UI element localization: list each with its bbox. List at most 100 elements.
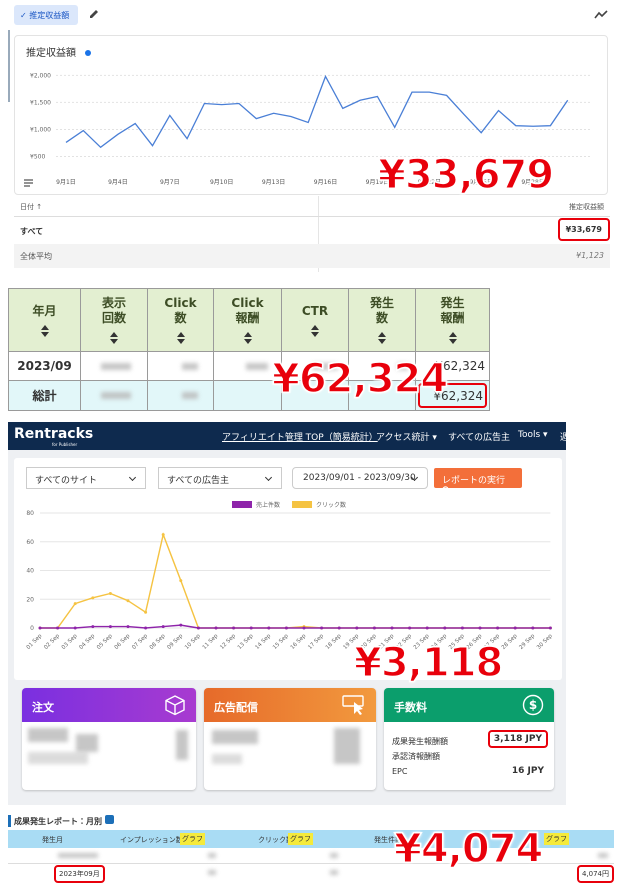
overlay-amount: ¥3,118	[353, 639, 504, 687]
graph-button[interactable]: グラフ	[544, 833, 569, 845]
nav-item[interactable]: アフィリエイト管理 TOP（簡易統計）	[222, 433, 378, 443]
legend-dot	[85, 50, 92, 56]
x-tick-label: 13 Sep	[237, 633, 255, 651]
header-cell[interactable]: CTR	[282, 289, 349, 352]
header-cell[interactable]: Click数	[148, 289, 214, 352]
blurred-cell	[148, 381, 214, 410]
run-button[interactable]: レポートの実行	[434, 468, 522, 495]
date-select[interactable]: 2023/09/01 - 2023/09/30	[292, 467, 428, 489]
side-line	[8, 30, 10, 102]
menu-icon[interactable]	[24, 179, 33, 187]
month-cell: 2023年09月	[54, 865, 105, 883]
blurred-cell	[349, 352, 416, 380]
header-row: 年月 表示回数 Click数 Click報酬 CTR 発生数 発生報酬	[9, 289, 489, 352]
nav-item[interactable]: 週	[560, 433, 570, 443]
header-cell[interactable]: Click報酬	[214, 289, 282, 352]
nav-item[interactable]: Tools ▾	[518, 430, 548, 440]
series-point	[179, 579, 183, 583]
chip-label: 推定収益額	[29, 11, 70, 20]
header-text: 発生報酬	[440, 296, 465, 325]
x-tick-label: 10 Sep	[184, 633, 202, 651]
avg-row	[14, 244, 610, 268]
fee-value: 3,118 JPY	[487, 730, 548, 748]
blurred-cell	[349, 381, 416, 410]
blurred-cell	[148, 352, 214, 380]
earnings-line	[65, 74, 569, 149]
x-tick-label: 05 Sep	[96, 633, 114, 651]
graph-button[interactable]: グラフ	[180, 833, 205, 845]
series-point	[408, 626, 412, 630]
ads-card: 広告配信	[204, 688, 376, 790]
y-tick-label: 60	[26, 539, 34, 546]
series-point	[161, 533, 165, 537]
header-text: 発生月	[42, 836, 63, 844]
header-date[interactable]: 日付 ↑	[20, 203, 43, 211]
x-tick-label: 9月28日	[521, 179, 544, 186]
logo[interactable]: Rentracks	[14, 426, 94, 442]
nav-item[interactable]: すべての広告主	[448, 433, 511, 443]
nav-item[interactable]: アクセス統計 ▾	[376, 433, 437, 443]
header-cell[interactable]: 発生報酬	[416, 289, 489, 352]
x-tick-label: 15 Sep	[272, 633, 290, 651]
header-earnings[interactable]: 推定収益額	[569, 203, 604, 211]
series-point	[161, 625, 165, 629]
series-point	[38, 626, 42, 630]
amount-cell: 4,074円	[576, 865, 614, 883]
card-header: 広告配信	[204, 688, 376, 722]
series-point	[56, 626, 60, 630]
x-tick-label: 18 Sep	[325, 633, 343, 651]
trend-icon[interactable]	[594, 8, 608, 20]
legend-label: クリック数	[316, 501, 346, 509]
svg-text:$: $	[529, 698, 537, 712]
y-tick-label: 20	[26, 596, 34, 603]
cell: ¥62,324	[416, 381, 489, 410]
series-point	[91, 596, 95, 600]
series-point	[267, 626, 271, 630]
advertiser-select[interactable]: すべての広告主	[158, 467, 282, 489]
cell: 総計	[9, 381, 81, 410]
sort-icon	[448, 332, 457, 344]
adsense-chip[interactable]: ✓ 推定収益額	[14, 5, 78, 25]
edit-icon[interactable]	[88, 8, 100, 20]
header-text: インプレッション数	[120, 836, 183, 844]
series-point	[196, 626, 200, 630]
series-point	[443, 626, 447, 630]
series-point	[548, 626, 552, 630]
x-tick-label: 9月7日	[160, 179, 180, 186]
search-icon	[442, 486, 451, 495]
series-point	[144, 626, 148, 630]
blurred-cell	[282, 381, 349, 410]
blurred-cell	[282, 352, 349, 380]
series-point	[425, 626, 429, 630]
x-tick-label: 14 Sep	[254, 633, 272, 651]
cell: ¥62,324	[435, 359, 485, 373]
graph-button[interactable]: グラフ	[288, 833, 313, 845]
help-icon[interactable]	[104, 815, 114, 824]
series-point	[73, 626, 77, 630]
header-cell[interactable]: 表示回数	[81, 289, 148, 352]
header-cell[interactable]: 年月	[9, 289, 81, 352]
y-tick-label: ¥1,500	[30, 99, 51, 106]
sort-icon	[110, 332, 118, 344]
header-text: Click報酬	[231, 296, 264, 325]
header-text: クリック数	[258, 836, 293, 844]
x-tick-label: 9月13日	[262, 179, 285, 186]
x-tick-label: 04 Sep	[78, 633, 96, 651]
series-point	[531, 626, 535, 630]
y-tick-label: 40	[26, 568, 34, 575]
sort-icon	[176, 332, 185, 344]
report-title: 成果発生レポート：月別	[8, 815, 114, 827]
dollar-icon: $	[522, 694, 544, 716]
logo-sub: for Publisher	[52, 442, 78, 447]
blurred-cell	[214, 352, 282, 380]
row-label: 全体平均	[20, 252, 52, 261]
cursor-icon	[342, 695, 364, 715]
row-label: すべて	[20, 227, 44, 236]
x-tick-label: 07 Sep	[131, 633, 149, 651]
fee-label: 承認済報酬額	[392, 752, 440, 761]
site-select[interactable]: すべてのサイト	[26, 467, 146, 489]
x-tick-label: 09 Sep	[166, 633, 184, 651]
header-cell[interactable]: 発生数	[349, 289, 416, 352]
card-title: 注文	[32, 701, 54, 714]
